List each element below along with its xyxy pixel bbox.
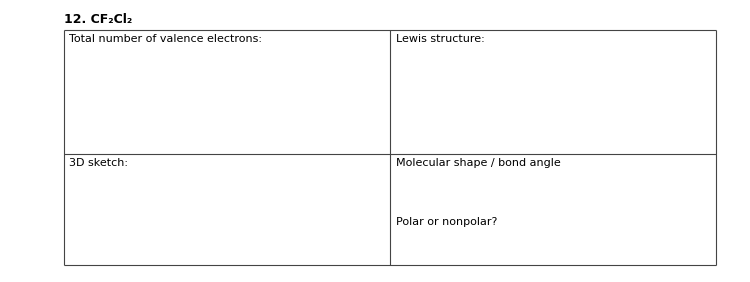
Text: 12. CF₂Cl₂: 12. CF₂Cl₂: [64, 13, 132, 26]
Text: Lewis structure:: Lewis structure:: [396, 34, 484, 44]
Text: Molecular shape / bond angle: Molecular shape / bond angle: [396, 158, 561, 168]
Text: Total number of valence electrons:: Total number of valence electrons:: [69, 34, 262, 44]
Text: Polar or nonpolar?: Polar or nonpolar?: [396, 217, 497, 227]
Text: 3D sketch:: 3D sketch:: [69, 158, 128, 168]
